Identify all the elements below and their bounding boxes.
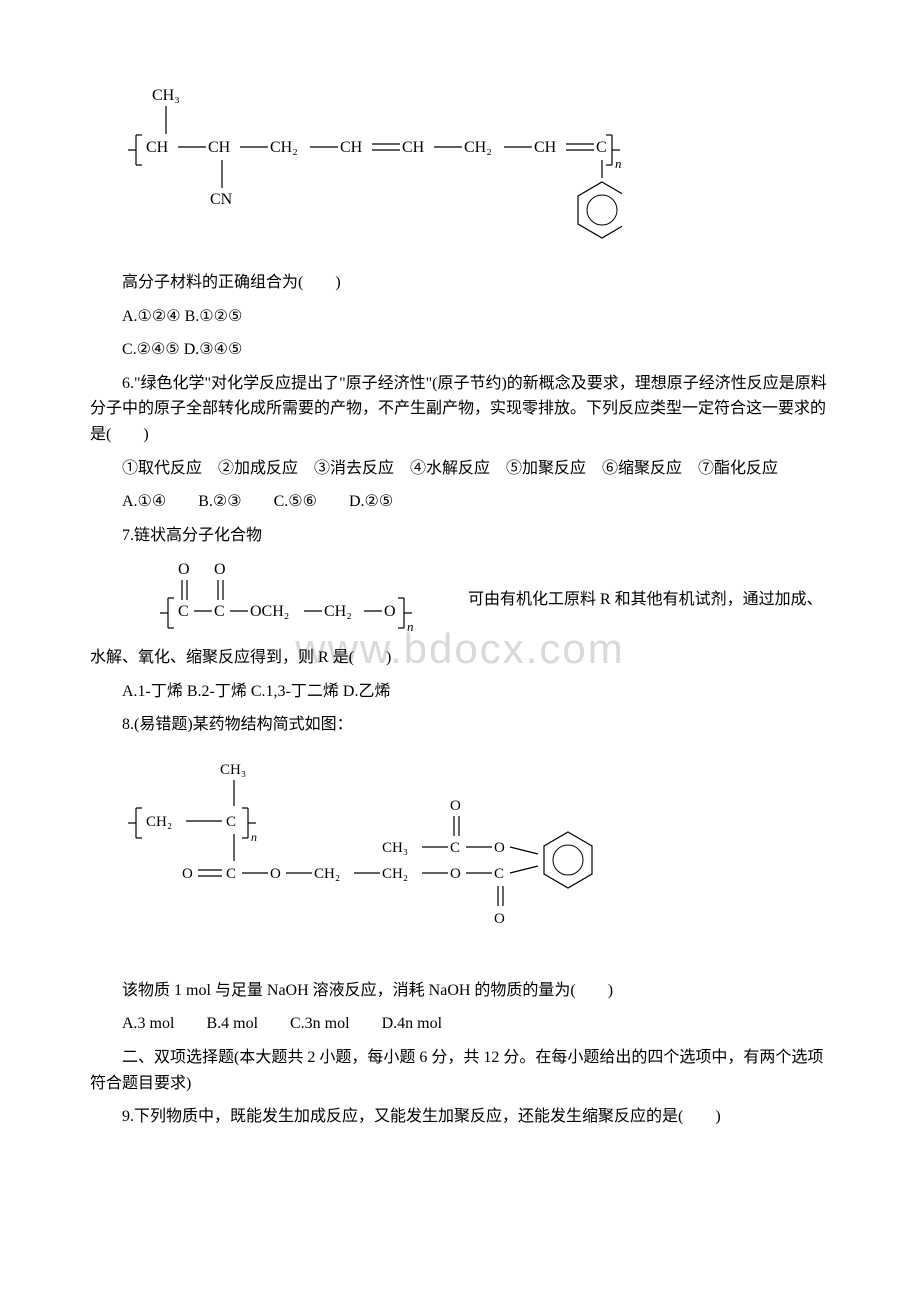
q8-question: 该物质 1 mol 与足量 NaOH 溶液反应，消耗 NaOH 的物质的量为( … [90, 978, 830, 1004]
q8-options: A.3 mol B.4 mol C.3n mol D.4n mol [90, 1011, 830, 1037]
fig1-c4: CH [402, 139, 425, 156]
fig3-cupr: C [450, 840, 460, 856]
fig1-cn: CN [210, 191, 233, 208]
section-2-header: 二、双项选择题(本大题共 2 小题，每小题 6 分，共 12 分。在每小题给出的… [90, 1045, 830, 1096]
fig2-ch2: CH₂ [324, 603, 352, 620]
fig3-ch2a: CH₂ [314, 866, 340, 882]
fig2-c2: C [214, 603, 225, 620]
q9-stem: 9.下列物质中，既能发生加成反应，又能发生加聚反应，还能发生缩聚反应的是( ) [90, 1104, 830, 1130]
fig1-ch3: CH₃ [152, 87, 180, 104]
q5-tail: 高分子材料的正确组合为( ) [90, 270, 830, 296]
fig3-oupr: O [494, 840, 505, 856]
q7-stem: 7.链状高分子化合物 [90, 523, 830, 549]
fig2-o1: O [178, 561, 190, 578]
fig2-och2: OCH₂ [250, 603, 289, 620]
fig3-ch2b: CH₂ [382, 866, 408, 882]
fig3-ch3top: CH₃ [220, 762, 246, 778]
fig3-clower: C [226, 866, 236, 882]
fig2-oend: O [384, 603, 396, 620]
figure-polymer-1: CH₃ CH CH CH₂ CH CH CH₂ CH C CN [122, 70, 830, 260]
figure-drug-structure: CH₃ CH₂ C n O C O CH₂ CH₂ [122, 748, 830, 968]
fig2-c1: C [178, 603, 189, 620]
fig3-ch3mid: CH₃ [382, 840, 408, 856]
figure-polymer-2: O O C C OCH₂ CH₂ O [122, 556, 464, 645]
fig3-omid: O [450, 866, 461, 882]
fig1-c6: CH [534, 139, 557, 156]
fig3-otopdbl: O [450, 798, 461, 814]
q8-stem: 8.(易错题)某药物结构简式如图： [90, 712, 830, 738]
fig1-n: n [615, 156, 622, 171]
fig2-n: n [407, 619, 414, 634]
fig1-c3: CH [340, 139, 363, 156]
q5-options-cd: C.②④⑤ D.③④⑤ [90, 337, 830, 363]
fig3-clowr: C [494, 866, 504, 882]
q6-stem: 6."绿色化学"对化学反应提出了"原子经济性"(原子节约)的新概念及要求，理想原… [90, 371, 830, 448]
fig3-cmid: C [226, 814, 236, 830]
fig3-n: n [251, 830, 257, 844]
fig3-olink: O [270, 866, 281, 882]
fig3-olowdbl: O [494, 911, 505, 927]
fig3-ch2l: CH₂ [146, 814, 172, 830]
fig3-odbl1: O [182, 866, 193, 882]
q6-list: ①取代反应 ②加成反应 ③消去反应 ④水解反应 ⑤加聚反应 ⑥缩聚反应 ⑦酯化反… [90, 456, 830, 482]
fig1-c1: CH [208, 139, 231, 156]
page-content: CH₃ CH CH CH₂ CH CH CH₂ CH C CN [90, 70, 830, 1130]
q6-options: A.①④ B.②③ C.⑤⑥ D.②⑤ [90, 489, 830, 515]
q7-options: A.1-丁烯 B.2-丁烯 C.1,3-丁二烯 D.乙烯 [90, 679, 830, 705]
q5-options-ab: A.①②④ B.①②⑤ [90, 304, 830, 330]
fig1-c5: CH₂ [464, 139, 492, 156]
fig1-c2: CH₂ [270, 139, 298, 156]
fig1-c0: CH [146, 139, 169, 156]
fig2-o2: O [214, 561, 226, 578]
fig1-c7: C [596, 139, 607, 156]
